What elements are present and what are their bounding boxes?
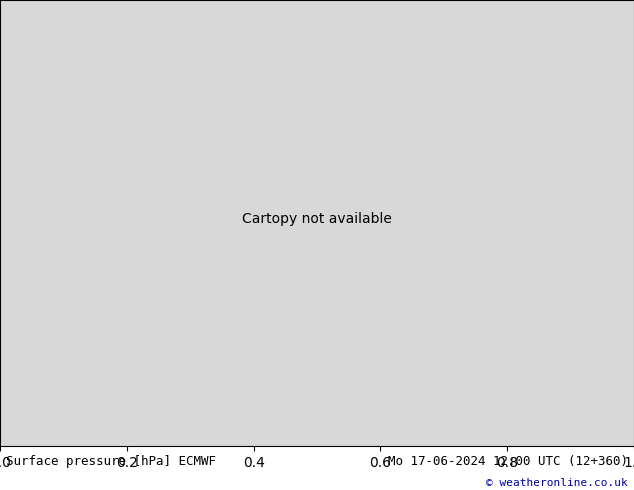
Text: © weatheronline.co.uk: © weatheronline.co.uk [486,478,628,489]
Text: Surface pressure [hPa] ECMWF: Surface pressure [hPa] ECMWF [6,455,216,468]
Text: Mo 17-06-2024 12:00 UTC (12+360): Mo 17-06-2024 12:00 UTC (12+360) [387,455,628,468]
Text: Cartopy not available: Cartopy not available [242,212,392,226]
